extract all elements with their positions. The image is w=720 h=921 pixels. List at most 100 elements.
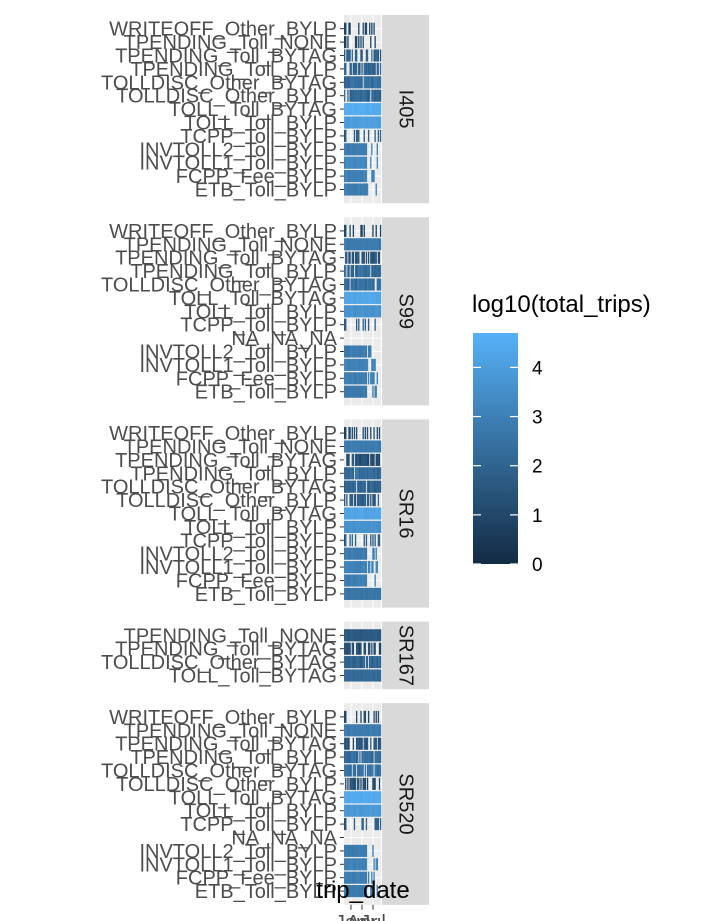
heat-cell [348, 385, 350, 398]
heat-cell [366, 791, 369, 804]
heat-cell [347, 791, 349, 804]
heat-cell [346, 467, 348, 480]
heat-cell [358, 183, 360, 196]
heat-cell [344, 656, 346, 669]
heat-cell [366, 358, 369, 371]
heat-cell [361, 885, 363, 898]
heat-cell [344, 183, 346, 196]
heat-cell [378, 89, 381, 102]
heat-cell [351, 49, 353, 62]
heat-cell [360, 737, 362, 750]
heat-cell [344, 751, 346, 764]
heat-cell [351, 669, 353, 682]
heat-cell [355, 372, 358, 385]
heat-cell [362, 440, 364, 453]
heat-cell [376, 453, 378, 466]
heat-cell [366, 76, 369, 89]
heat-cell [360, 440, 362, 453]
heat-cell [353, 143, 356, 156]
heat-cell [379, 291, 382, 304]
heat-cell [344, 265, 346, 278]
heat-cell [367, 372, 370, 385]
heat-cell [362, 116, 364, 129]
heat-cell [349, 520, 351, 533]
heat-cell [377, 764, 380, 777]
heat-cell [355, 642, 358, 655]
heat-cell [365, 358, 368, 371]
heat-cell [369, 89, 371, 102]
heat-cell [345, 103, 347, 116]
heat-cell [369, 656, 371, 669]
heat-cell [349, 574, 351, 587]
heat-cell [357, 629, 359, 642]
heat-cell [345, 885, 347, 898]
heat-cell [348, 520, 350, 533]
heat-cell [371, 724, 373, 737]
heat-cell [345, 372, 347, 385]
heat-cell [349, 642, 351, 655]
heat-cell [349, 291, 351, 304]
heat-cell [364, 871, 367, 884]
heat-cell [345, 345, 347, 358]
heat-cell [354, 534, 357, 547]
heat-cell [344, 844, 346, 857]
heat-cell [362, 629, 364, 642]
heat-cell [346, 507, 348, 520]
heat-cell [365, 278, 368, 291]
heat-cell [351, 547, 353, 560]
heat-cell [365, 751, 368, 764]
y-tick-label: TPENDING_Toll_BYLP [130, 463, 337, 485]
heat-cell [367, 871, 370, 884]
heat-cell [370, 278, 372, 291]
heat-cell [346, 49, 348, 62]
heat-cell [358, 129, 360, 142]
heat-cell [353, 669, 356, 682]
heat-cell [347, 170, 349, 183]
heat-cell [367, 318, 370, 331]
heat-cell [361, 858, 363, 871]
heat-cell [378, 480, 381, 493]
heat-cell [348, 844, 350, 857]
heat-cell [351, 561, 353, 574]
heat-cell [363, 871, 365, 884]
heat-cell [370, 480, 372, 493]
heat-cell [357, 251, 359, 264]
heat-cell [372, 385, 374, 398]
heat-cell [350, 183, 352, 196]
heat-cell [351, 507, 353, 520]
heat-cell [372, 291, 374, 304]
heat-cell [344, 724, 346, 737]
heat-cell [377, 238, 380, 251]
heat-cell [353, 129, 356, 142]
heat-cell [371, 170, 373, 183]
heat-cell [379, 520, 382, 533]
legend-tick-label: 2 [532, 457, 543, 478]
heat-cell [357, 656, 359, 669]
heat-cell [344, 494, 346, 507]
heat-cell [362, 156, 364, 169]
heat-cell [365, 844, 368, 857]
heat-cell [350, 305, 352, 318]
heat-cell [358, 440, 360, 453]
heat-cell [377, 49, 380, 62]
heat-cell [355, 76, 358, 89]
heat-cell [345, 385, 347, 398]
heat-cell [353, 764, 356, 777]
heat-cell [353, 858, 356, 871]
heat-cell [346, 305, 348, 318]
heat-cell [345, 777, 347, 790]
heat-cell [376, 49, 378, 62]
heat-cell [365, 440, 368, 453]
heat-cell [355, 710, 358, 723]
heat-cell [355, 804, 358, 817]
heat-cell [359, 358, 361, 371]
heat-cell [355, 724, 358, 737]
heat-cell [366, 494, 369, 507]
heat-cell [371, 520, 373, 533]
heat-cell [355, 103, 358, 116]
heat-cell [371, 453, 373, 466]
heat-cell [352, 62, 355, 75]
heat-cell [362, 507, 364, 520]
heat-cell [366, 587, 369, 600]
heat-cell [372, 278, 374, 291]
